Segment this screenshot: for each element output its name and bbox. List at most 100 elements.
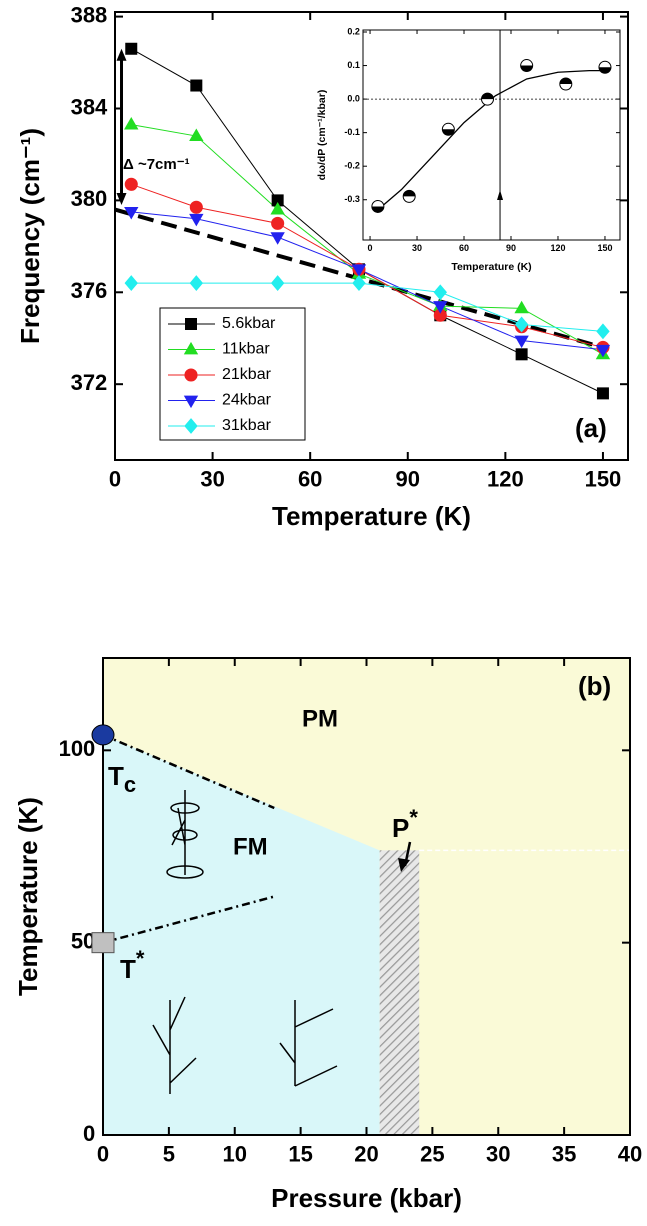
x-tick-label: 150 [585,467,622,492]
x-axis-label: Temperature (K) [451,261,531,273]
data-point [481,92,495,106]
x-axis-label: Pressure (kbar) [271,1183,462,1213]
y-axis-label: Temperature (K) [13,797,43,996]
x-tick-label: 30 [412,243,422,253]
arrow-head [398,858,410,872]
marker [124,116,139,130]
spin-sketch [152,996,197,1094]
x-tick-label: 30 [486,1142,510,1167]
data-point [520,59,534,73]
legend-label: 24kbar [222,392,272,409]
x-tick-label: 0 [97,1142,109,1167]
marker [270,275,285,292]
marker [183,341,199,355]
x-tick-label: 5 [163,1142,175,1167]
label-sup: * [136,946,145,971]
x-tick-label: 120 [487,467,524,492]
marker [189,275,204,292]
x-tick-label: 60 [459,243,469,253]
marker [189,213,204,227]
y-tick-label: 384 [71,94,108,119]
y-axis-label: dω/dP (cm⁻¹/kbar) [316,90,328,181]
marker [514,300,529,314]
pm-label: PM [302,705,338,732]
annotation: Δ ~7cm⁻¹ [123,156,190,173]
marker [184,418,198,434]
marker [189,128,204,141]
x-tick-label: 150 [597,243,612,253]
y-tick-label: 0.0 [347,93,360,103]
fit-curve [377,69,605,211]
spin-sketch [172,829,198,841]
marker [351,264,367,277]
x-tick-label: 30 [200,467,224,492]
x-tick-label: 90 [396,467,420,492]
y-tick-label: -0.3 [344,194,360,204]
legend-box [159,307,306,441]
label-sub: c [124,772,136,797]
marker [189,200,203,214]
arrow-head [116,192,127,205]
y-tick-label: 100 [59,736,96,761]
spin-sketch [170,802,200,814]
data-point [559,77,573,91]
x-tick-label: 40 [618,1142,642,1167]
legend-label: 5.6kbar [222,315,276,332]
data-point [371,199,385,213]
x-tick-label: 120 [550,243,565,253]
marker [515,348,528,361]
marker [190,79,203,92]
y-tick-label: 372 [71,370,108,395]
y-axis-label: Frequency (cm⁻¹) [15,128,45,344]
phase-label: T* [120,946,145,984]
legend-label: 31kbar [222,417,272,434]
marker [271,216,285,230]
marker [183,395,199,409]
point-half [559,78,572,85]
data-point [441,122,455,136]
marker [595,344,611,358]
marker [124,275,138,292]
x-axis-label: Temperature (K) [272,501,471,531]
plot-frame [114,11,629,461]
marker [514,316,529,333]
plot-frame [362,29,621,241]
point-half [520,65,533,72]
label-main: T [120,954,136,984]
marker [124,177,138,191]
data-point [598,60,612,74]
phase-label: P* [392,805,418,843]
marker [184,368,198,382]
marker [125,42,138,55]
marker [270,232,285,245]
spin-sketch [279,1000,338,1087]
x-tick-label: 60 [298,467,322,492]
y-tick-label: 0.1 [347,60,360,70]
data-point [402,189,416,203]
fm-region [103,734,380,1135]
point-half [598,67,611,74]
arrow-head [497,190,504,200]
y-tick-label: 376 [71,278,108,303]
x-tick-label: 10 [223,1142,247,1167]
spin-sketch [171,790,186,875]
dash-dot-line [102,895,275,944]
spin-sketch [166,865,204,879]
marker [270,201,285,215]
x-tick-label: 25 [420,1142,444,1167]
x-tick-label: 0 [368,243,373,253]
y-tick-label: -0.2 [344,161,360,171]
y-tick-label: 0 [83,1121,95,1146]
point-half [481,93,494,100]
point-half [403,190,416,197]
marker [433,301,448,314]
y-tick-label: 380 [71,186,108,211]
tc-point [91,724,115,746]
x-tick-label: 0 [109,467,121,492]
marker [596,387,609,400]
phase-label: Tc [108,761,136,797]
marker [124,206,139,220]
x-tick-label: 90 [506,243,516,253]
panel-label: (a) [575,413,607,443]
